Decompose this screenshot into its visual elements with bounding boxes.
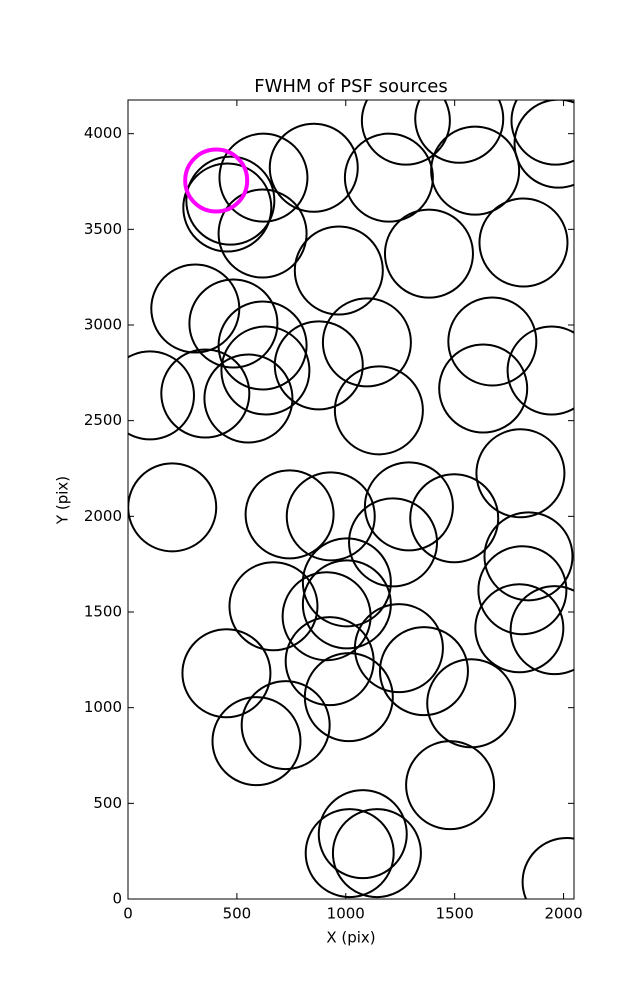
y-tick-label: 2000 — [84, 507, 122, 525]
source-circle — [378, 626, 469, 717]
source-circle — [426, 658, 517, 749]
source-circle — [185, 155, 276, 246]
chart-title: FWHM of PSF sources — [254, 76, 448, 97]
source-circle — [321, 297, 412, 388]
source-circle — [447, 296, 538, 387]
y-tick-label: 3000 — [84, 316, 122, 334]
source-circle — [150, 263, 241, 354]
source-circle — [348, 497, 439, 588]
x-tick-label: 2000 — [544, 905, 582, 923]
source-circle — [281, 571, 372, 662]
source-circle — [477, 545, 568, 636]
source-circle — [304, 808, 395, 899]
source-circle — [284, 616, 375, 707]
source-circle — [383, 208, 474, 299]
y-tick-label: 1000 — [84, 698, 122, 716]
source-circle — [301, 537, 392, 628]
source-circle — [409, 473, 500, 564]
source-circle — [363, 461, 454, 552]
source-circle — [285, 471, 376, 562]
source-circle — [414, 100, 505, 164]
source-circle — [244, 469, 335, 560]
source-circle — [333, 365, 424, 456]
source-circle — [218, 132, 309, 223]
source-circle — [303, 652, 394, 743]
source-circle — [182, 162, 273, 253]
source-circle — [160, 348, 251, 439]
source-circle — [521, 836, 574, 899]
plot-area — [128, 100, 574, 899]
source-circle — [510, 100, 574, 166]
source-circle — [240, 680, 331, 771]
source-circle — [438, 343, 529, 434]
y-tick-label: 0 — [112, 890, 122, 908]
source-circle — [343, 132, 434, 223]
source-circle — [509, 585, 574, 676]
source-circle — [211, 696, 302, 787]
source-circle — [506, 325, 574, 416]
source-circle — [405, 740, 496, 831]
source-circle — [128, 462, 218, 553]
source-circle — [475, 428, 566, 519]
source-circle — [217, 188, 308, 279]
y-tick-label: 2500 — [84, 411, 122, 429]
source-circle — [128, 350, 195, 441]
x-tick-label: 500 — [223, 905, 252, 923]
x-tick-label: 1000 — [327, 905, 365, 923]
source-circle — [217, 300, 308, 391]
x-tick-label: 1500 — [436, 905, 474, 923]
y-tick-label: 3500 — [84, 220, 122, 238]
x-axis-label: X (pix) — [326, 929, 375, 947]
y-tick-label: 4000 — [84, 124, 122, 142]
source-circle — [353, 603, 444, 694]
source-circle — [203, 353, 294, 444]
source-circle — [360, 100, 451, 166]
source-circle — [273, 320, 364, 411]
source-circle — [268, 122, 359, 213]
y-tick-label: 500 — [93, 794, 122, 812]
plot-frame — [127, 99, 575, 900]
source-circle — [317, 789, 408, 880]
source-circle — [220, 325, 311, 416]
source-circle — [188, 278, 279, 369]
source-circle — [331, 808, 422, 899]
source-circle — [483, 511, 574, 602]
source-circle — [513, 100, 574, 189]
x-tick-label: 0 — [123, 905, 133, 923]
y-tick-label: 1500 — [84, 603, 122, 621]
source-circle — [430, 125, 521, 216]
source-circle — [228, 561, 319, 652]
source-circle — [183, 147, 250, 214]
source-circle — [293, 225, 384, 316]
y-axis-label: Y (pix) — [54, 476, 72, 525]
source-circle — [478, 197, 569, 288]
source-circle — [181, 628, 272, 719]
source-circle — [474, 583, 565, 674]
